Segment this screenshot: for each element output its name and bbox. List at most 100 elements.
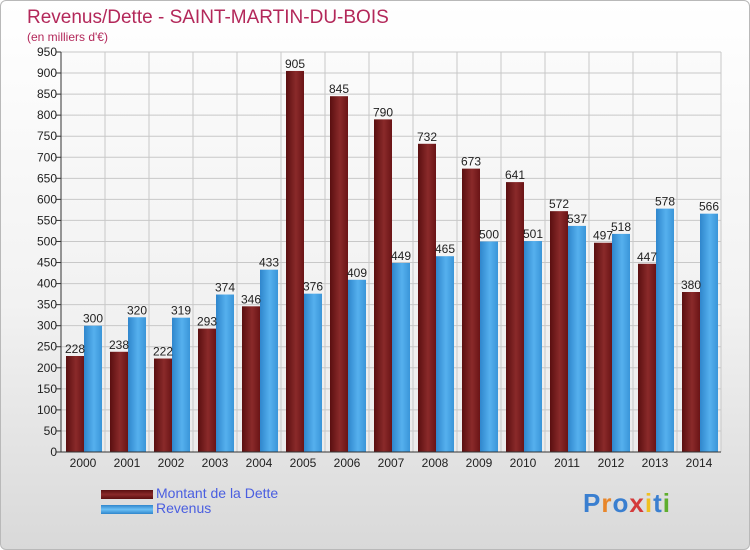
logo-letter: r — [601, 488, 613, 518]
value-label-revenue: 449 — [391, 249, 411, 263]
logo-letter: x — [629, 488, 645, 518]
logo-letter: P — [583, 488, 602, 518]
y-tick-label: 100 — [37, 403, 57, 417]
value-labels: 228 300 238 320 222 319 293 374 346 433 905 376 845 4… — [65, 57, 719, 359]
legend-swatch-debt — [101, 490, 153, 499]
x-tick-label: 2006 — [334, 456, 361, 470]
bar-revenue — [172, 317, 190, 452]
y-tick-label: 700 — [37, 150, 57, 164]
value-label-revenue: 566 — [699, 200, 719, 214]
bar-debt — [330, 96, 348, 453]
value-label-debt: 497 — [593, 229, 613, 243]
y-tick-label: 500 — [37, 234, 57, 248]
y-tick-label: 450 — [37, 256, 57, 270]
axes: 0 50 100 150 200 250 300 350 400 450 500 550 600 650 7… — [37, 45, 721, 470]
y-tick-label: 150 — [37, 382, 57, 396]
bar-revenue — [392, 262, 410, 452]
x-tick-label: 2005 — [290, 456, 317, 470]
logo-letter: i — [662, 488, 671, 518]
value-label-debt: 732 — [417, 130, 437, 144]
y-tick-label: 600 — [37, 192, 57, 206]
value-label-revenue: 433 — [259, 256, 279, 270]
bar-debt — [550, 211, 568, 452]
x-tick-label: 2003 — [202, 456, 229, 470]
value-label-debt: 845 — [329, 82, 349, 96]
value-label-revenue: 500 — [479, 227, 499, 241]
value-label-revenue: 300 — [83, 312, 103, 326]
bar-debt — [110, 351, 128, 452]
bar-debt — [594, 242, 612, 452]
y-tick-label: 50 — [44, 424, 58, 438]
value-label-debt: 641 — [505, 168, 525, 182]
value-label-revenue: 465 — [435, 242, 455, 256]
y-tick-label: 650 — [37, 171, 57, 185]
value-label-debt: 238 — [109, 338, 129, 352]
logo-letter: t — [653, 488, 663, 518]
value-label-revenue: 376 — [303, 280, 323, 294]
value-label-debt: 346 — [241, 292, 261, 306]
value-label-revenue: 320 — [127, 303, 147, 317]
legend-label-revenue: Revenus — [156, 500, 212, 516]
value-label-revenue: 319 — [171, 304, 191, 318]
bar-debt — [242, 306, 260, 452]
x-tick-label: 2013 — [642, 456, 669, 470]
x-tick-label: 2012 — [598, 456, 625, 470]
bar-debt — [418, 143, 436, 452]
value-label-revenue: 374 — [215, 281, 235, 295]
chart-subtitle: (en milliers d'€) — [27, 30, 108, 44]
bar-revenue — [480, 241, 498, 452]
x-tick-label: 2014 — [686, 456, 713, 470]
value-label-debt: 447 — [637, 250, 657, 264]
x-tick-label: 2010 — [510, 456, 537, 470]
x-tick-label: 2011 — [554, 456, 580, 470]
y-tick-label: 900 — [37, 66, 57, 80]
bar-chart: 228 300 238 320 222 319 293 374 346 433 905 376 845 4… — [37, 45, 722, 470]
bar-debt — [462, 168, 480, 452]
logo-letter: i — [644, 488, 654, 518]
bar-revenue — [436, 256, 454, 452]
bar-debt — [154, 358, 172, 452]
bar-debt — [374, 119, 392, 453]
x-tick-label: 2009 — [466, 456, 493, 470]
bar-debt — [198, 328, 216, 452]
y-tick-label: 850 — [37, 87, 57, 101]
bar-revenue — [128, 317, 146, 452]
bar-debt — [506, 182, 524, 452]
value-label-debt: 222 — [153, 345, 173, 359]
x-tick-label: 2008 — [422, 456, 449, 470]
bar-revenue — [700, 213, 718, 452]
bar-revenue — [612, 233, 630, 452]
legend-swatch-revenue — [101, 505, 153, 514]
y-tick-label: 800 — [37, 108, 57, 122]
bar-revenue — [260, 269, 278, 452]
bar-debt — [66, 356, 84, 452]
y-tick-label: 400 — [37, 277, 57, 291]
y-tick-label: 350 — [37, 298, 57, 312]
bar-debt — [286, 70, 304, 453]
bar-revenue — [348, 279, 366, 452]
x-tick-label: 2002 — [158, 456, 185, 470]
bars — [66, 70, 718, 453]
value-label-revenue: 409 — [347, 266, 367, 280]
value-label-debt: 380 — [681, 278, 701, 292]
y-tick-label: 250 — [37, 340, 57, 354]
bar-debt — [638, 263, 656, 452]
x-tick-label: 2004 — [246, 456, 273, 470]
proxiti-logo: Proxiti — [583, 488, 671, 519]
value-label-debt: 572 — [549, 197, 569, 211]
legend-label-debt: Montant de la Dette — [156, 485, 279, 501]
x-tick-label: 2000 — [70, 456, 97, 470]
bar-revenue — [304, 293, 322, 452]
logo-letter: o — [612, 488, 630, 518]
bar-debt — [682, 292, 700, 452]
y-tick-label: 750 — [37, 129, 57, 143]
value-label-revenue: 578 — [655, 195, 675, 209]
value-label-revenue: 501 — [523, 227, 543, 241]
value-label-debt: 905 — [285, 57, 305, 71]
bar-revenue — [524, 241, 542, 452]
value-label-debt: 673 — [461, 155, 481, 169]
bar-revenue — [84, 325, 102, 452]
value-label-debt: 790 — [373, 105, 393, 119]
bar-revenue — [568, 225, 586, 452]
